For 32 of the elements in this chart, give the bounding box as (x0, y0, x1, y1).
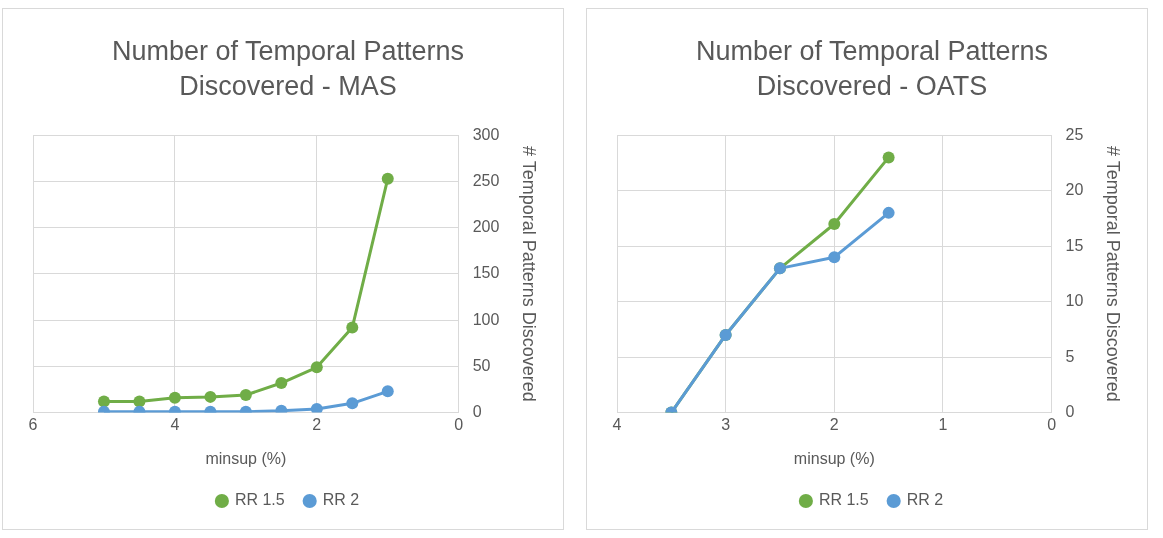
x-tick-label: 3 (721, 415, 731, 433)
y-tick-label: 5 (1065, 347, 1075, 365)
x-tick-label: 0 (1047, 415, 1057, 433)
x-axis-title: minsup (%) (205, 449, 287, 467)
x-tick-label: 2 (312, 415, 322, 433)
x-tick-label: 0 (454, 415, 464, 433)
x-tick-label: 4 (612, 415, 622, 433)
x-tick-label: 2 (829, 415, 839, 433)
x-tick-label: 6 (28, 415, 38, 433)
legend-label: RR 2 (906, 491, 944, 509)
y-tick-label: 0 (472, 403, 482, 421)
y-tick-label: 20 (1065, 181, 1084, 199)
y-tick-label: 25 (1065, 125, 1084, 143)
y-tick-label: 0 (1065, 403, 1075, 421)
y-tick-label: 100 (472, 310, 500, 328)
chart-title: Number of Temporal Patterns Discovered - OATS (695, 36, 1049, 102)
legend-label: RR 1.5 (234, 491, 285, 509)
y-tick-label: 15 (1065, 236, 1084, 254)
y-tick-label: 250 (472, 171, 500, 189)
y-tick-label: 200 (472, 218, 500, 236)
y-axis-title: # Temporal Patterns Discovered (1103, 146, 1124, 402)
legend-label: RR 2 (322, 491, 360, 509)
x-tick-label: 4 (170, 415, 180, 433)
legend-label: RR 1.5 (818, 491, 869, 509)
y-tick-label: 10 (1065, 292, 1084, 310)
x-axis-title: minsup (%) (793, 449, 875, 467)
y-tick-label: 300 (472, 125, 500, 143)
y-tick-label: 150 (472, 264, 500, 282)
y-axis-title: # Temporal Patterns Discovered (519, 146, 540, 402)
y-tick-label: 50 (472, 356, 491, 374)
chart-title: Number of Temporal Patterns Discovered - MAS (111, 36, 465, 102)
x-tick-label: 1 (938, 415, 948, 433)
